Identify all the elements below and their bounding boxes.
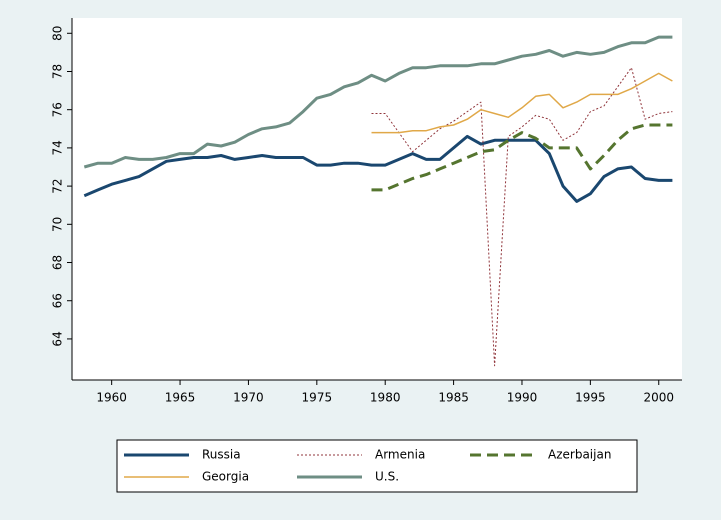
series-line: [371, 123, 673, 192]
legend-label: Russia: [202, 448, 241, 462]
plot-area: [72, 18, 682, 380]
y-tick-label: 80: [51, 26, 65, 41]
series-line: [371, 72, 673, 134]
y-tick-label: 66: [51, 293, 65, 308]
y-tick-label: 74: [51, 140, 65, 155]
y-tick-label: 78: [51, 64, 65, 79]
x-tick-label: 1990: [507, 391, 538, 405]
series-line: [83, 35, 673, 169]
legend-label: U.S.: [375, 470, 399, 484]
x-tick-label: 1980: [370, 391, 401, 405]
x-tick-label: 1995: [575, 391, 606, 405]
y-tick-label: 68: [51, 255, 65, 270]
series-line: [371, 67, 673, 367]
x-tick-label: 2000: [643, 391, 674, 405]
series-line: [83, 134, 673, 203]
x-tick-label: 1970: [233, 391, 264, 405]
x-tick-label: 1960: [96, 391, 127, 405]
x-tick-label: 1975: [302, 391, 333, 405]
legend: [116, 439, 638, 493]
y-tick-label: 76: [51, 102, 65, 117]
legend-label: Armenia: [375, 448, 425, 462]
y-tick-label: 64: [51, 331, 65, 346]
y-tick-label: 72: [51, 178, 65, 193]
legend-label: Georgia: [202, 470, 249, 484]
x-tick-label: 1965: [165, 391, 196, 405]
y-tick-label: 70: [51, 217, 65, 232]
x-tick-label: 1985: [438, 391, 469, 405]
legend-label: Azerbaijan: [548, 448, 611, 462]
